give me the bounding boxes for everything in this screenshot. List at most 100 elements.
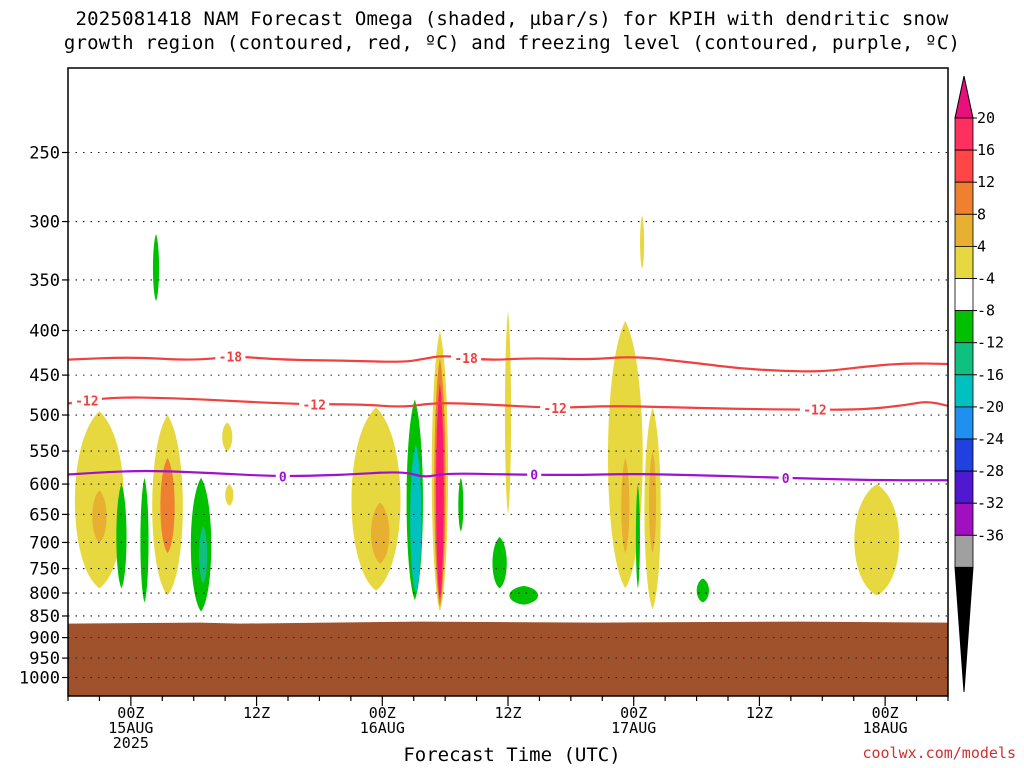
colorbar-label: -20	[977, 398, 1004, 416]
omega-cell-19	[492, 536, 507, 589]
colorbar-label: -36	[977, 526, 1004, 544]
x-tick-label: 00Z	[872, 704, 899, 722]
colorbar-label: 4	[977, 237, 986, 255]
colorbar-label: 12	[977, 173, 995, 191]
y-tick-label: 1000	[19, 669, 60, 689]
colorbar-bin	[954, 181, 974, 215]
omega-cell-10	[116, 484, 127, 589]
colorbar-label: -24	[977, 430, 1004, 448]
omega-cell-23	[621, 457, 630, 554]
omega-cell-18	[458, 477, 464, 532]
colorbar-bin	[954, 245, 974, 279]
omega-cell-8	[222, 422, 233, 452]
omega-cell-22	[607, 320, 643, 589]
contour-label: -18	[219, 351, 243, 366]
chart-title-line1: 2025081418 NAM Forecast Omega (shaded, µ…	[75, 8, 949, 30]
credit-text: coolwx.com/models	[862, 744, 1016, 762]
colorbar-label: 20	[977, 109, 995, 127]
omega-cell-21	[509, 585, 539, 605]
colorbar-bin	[954, 470, 974, 504]
colorbar-label: -16	[977, 366, 1004, 384]
colorbar-label: 16	[977, 141, 995, 159]
colorbar-bin	[954, 534, 974, 568]
x-tick-label: 17AUG	[611, 719, 656, 737]
colorbar-label: -8	[977, 302, 995, 320]
contour-label: -12	[543, 402, 566, 417]
colorbar-bin	[954, 213, 974, 247]
colorbar-label: -28	[977, 462, 1004, 480]
contour-label: 0	[279, 470, 287, 485]
x-tick-label: 16AUG	[360, 719, 405, 737]
colorbar-bin	[954, 406, 974, 440]
y-tick-label: 300	[29, 213, 60, 233]
y-tick-label: 450	[29, 366, 60, 386]
chart-title-line2: growth region (contoured, red, ºC) and f…	[63, 32, 961, 54]
y-tick-label: 350	[29, 271, 60, 291]
omega-cell-17	[436, 383, 444, 601]
colorbar-bin	[954, 374, 974, 408]
x-tick-label: 15AUG	[108, 719, 153, 737]
omega-cell-4	[140, 477, 149, 603]
omega-cell-20	[504, 311, 512, 515]
x-tick-label: 12Z	[746, 704, 773, 722]
omega-cell-9	[225, 484, 234, 506]
colorbar-bin	[954, 278, 974, 311]
x-axis-label: Forecast Time (UTC)	[403, 744, 621, 766]
colorbar-bin	[954, 342, 974, 376]
colorbar-bottom-arrow	[954, 566, 974, 693]
x-tick-label: 00Z	[117, 704, 144, 722]
x-tick-label: 12Z	[243, 704, 270, 722]
omega-cell-24	[635, 484, 640, 589]
colorbar: 20 16 12 8 4 -4 -8 -12 -16 -20 -24 -28 -32 -36	[954, 75, 1004, 693]
omega-shading-layer	[74, 215, 900, 612]
x-tick-label: 00Z	[620, 704, 647, 722]
y-tick-label: 900	[29, 629, 60, 649]
contour-0-2	[68, 469, 948, 482]
y-tick-label: 700	[29, 533, 60, 553]
y-tick-label: 400	[29, 322, 60, 342]
y-tick-label: 650	[29, 505, 60, 525]
omega-cell-1	[92, 490, 107, 543]
omega-cell-3	[160, 457, 175, 554]
omega-cell-11	[351, 407, 401, 591]
y-tick-label: 800	[29, 584, 60, 604]
omega-cell-12	[370, 502, 390, 564]
y-tick-label: 850	[29, 607, 60, 627]
colorbar-bin	[954, 149, 974, 183]
contour-label: -12	[803, 404, 826, 419]
contour-label: -12	[302, 398, 325, 413]
x-tick-label: 2025	[113, 734, 149, 752]
colorbar-bin	[954, 117, 974, 151]
y-tick-label: 250	[29, 144, 60, 164]
y-tick-label: 750	[29, 560, 60, 580]
colorbar-bin	[954, 310, 974, 344]
contour-label: -18	[454, 352, 478, 367]
colorbar-label: 8	[977, 205, 986, 223]
contour-label: 0	[530, 469, 538, 484]
x-tick-label: 18AUG	[863, 719, 908, 737]
omega-cell-14	[410, 444, 422, 594]
y-tick-label: 950	[29, 649, 60, 669]
colorbar-top-arrow	[954, 75, 974, 119]
colorbar-label: -4	[977, 270, 995, 288]
omega-cell-26	[648, 451, 657, 554]
omega-cell-27	[640, 215, 645, 269]
contour-label: -12	[75, 395, 98, 410]
colorbar-label: -12	[977, 334, 1004, 352]
colorbar-bin	[954, 502, 974, 536]
y-tick-label: 500	[29, 406, 60, 426]
omega-cell-29	[854, 484, 900, 596]
terrain-surface	[68, 621, 948, 696]
contour--12-1	[68, 396, 948, 411]
colorbar-label: -32	[977, 494, 1004, 512]
omega-cell-7	[199, 525, 208, 584]
y-tick-label: 550	[29, 442, 60, 462]
y-axis: 2503003504004505005506006507007508008509…	[19, 144, 68, 689]
x-tick-label: 12Z	[494, 704, 521, 722]
x-tick-label: 00Z	[369, 704, 396, 722]
y-tick-label: 600	[29, 475, 60, 495]
omega-cell-28	[696, 578, 709, 603]
terrain-layer	[68, 621, 948, 696]
